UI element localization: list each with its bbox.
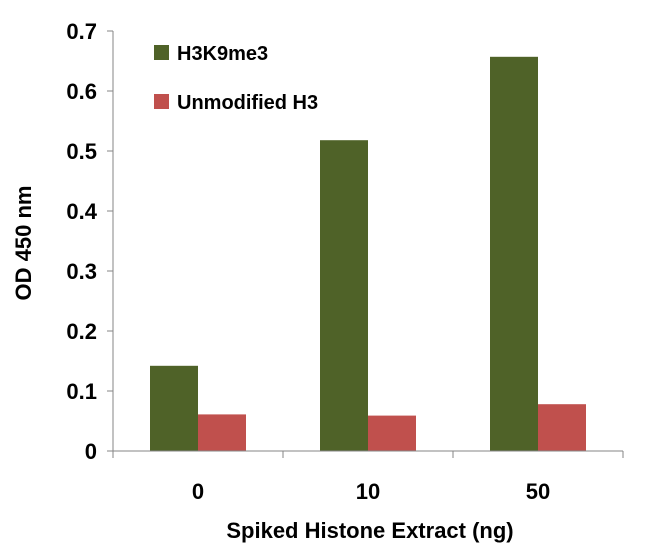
y-tick-label: 0.3 [66, 259, 97, 284]
bar-h3k9me3-50 [490, 56, 538, 452]
legend-swatch-unmodified-h3 [154, 94, 169, 109]
y-tick-label: 0.5 [66, 139, 97, 164]
bar-h3k9me3-10 [320, 140, 368, 451]
x-axis-title: Spiked Histone Extract (ng) [226, 518, 513, 543]
legend-label-unmodified-h3: Unmodified H3 [177, 92, 318, 114]
y-ticks-group: 0 0.1 0.2 0.3 0.4 0.5 0.6 0.7 [66, 19, 113, 464]
bar-unmodified-h3-0 [198, 414, 246, 451]
y-tick-label: 0.1 [66, 379, 97, 404]
legend-label-h3k9me3: H3K9me3 [177, 43, 268, 65]
y-tick-label: 0 [85, 439, 97, 464]
x-tick-label: 50 [526, 479, 550, 504]
bar-unmodified-h3-50 [538, 404, 586, 451]
axes-group [112, 31, 623, 452]
bar-unmodified-h3-10 [368, 415, 416, 451]
x-ticks-group: 0 10 50 [112, 451, 624, 504]
y-tick-label: 0.7 [66, 19, 97, 44]
legend: H3K9me3 Unmodified H3 [154, 43, 318, 114]
legend-swatch-h3k9me3 [154, 45, 169, 60]
x-tick-label: 10 [356, 479, 380, 504]
y-tick-label: 0.4 [66, 199, 97, 224]
y-tick-label: 0.6 [66, 79, 97, 104]
bars-group [150, 56, 586, 452]
y-axis-title: OD 450 nm [11, 186, 36, 301]
x-tick-label: 0 [192, 479, 204, 504]
y-tick-label: 0.2 [66, 319, 97, 344]
bar-h3k9me3-0 [150, 365, 198, 451]
